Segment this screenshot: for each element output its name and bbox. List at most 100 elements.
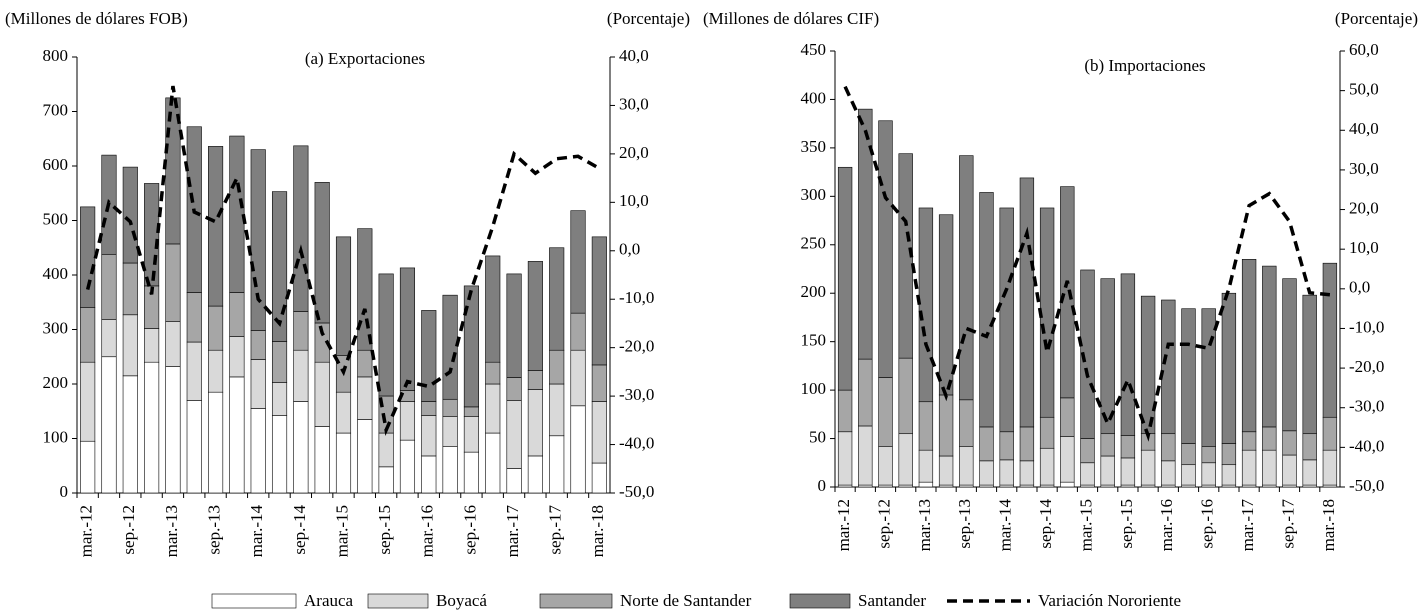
bar <box>80 307 96 363</box>
bar <box>229 336 245 378</box>
bar <box>1241 449 1257 486</box>
bar <box>357 376 373 420</box>
bar <box>229 135 245 293</box>
bar <box>80 206 96 308</box>
bar <box>335 432 352 494</box>
bar <box>1322 262 1338 418</box>
y-tick-label: 350 <box>801 137 827 156</box>
bar <box>570 312 586 351</box>
bar <box>208 349 224 393</box>
bar <box>878 120 893 378</box>
legend-swatch <box>539 593 613 609</box>
bar <box>293 145 309 312</box>
bar <box>858 425 873 486</box>
bar <box>1262 449 1277 486</box>
x-tick-label: sep.-13 <box>204 505 223 555</box>
bar <box>165 243 181 322</box>
bar <box>999 459 1014 486</box>
bar <box>186 400 202 494</box>
bar <box>1241 431 1257 451</box>
bar <box>122 262 138 316</box>
bar <box>399 401 416 441</box>
legend-label: Arauca <box>304 591 354 610</box>
bar <box>1019 460 1035 486</box>
bar <box>122 314 138 377</box>
bar <box>271 191 288 342</box>
y-tick-label: 600 <box>43 155 69 174</box>
bar <box>165 366 181 494</box>
bar <box>1080 438 1095 464</box>
y2-tick-label: 0,0 <box>619 240 640 259</box>
bar <box>1100 455 1115 486</box>
x-tick-label: mar.-17 <box>1238 499 1257 552</box>
bar <box>463 406 479 418</box>
chart-title: (a) Exportaciones <box>305 49 425 68</box>
bar <box>442 398 458 418</box>
bar <box>1120 273 1136 436</box>
legend-swatch <box>211 593 297 609</box>
bar <box>421 455 437 494</box>
bar <box>1302 433 1317 461</box>
y-tick-label: 300 <box>43 318 69 337</box>
y2-tick-label: -20,0 <box>1349 357 1384 376</box>
bar <box>999 431 1014 461</box>
bar <box>144 361 160 494</box>
bar <box>959 399 974 447</box>
bar <box>959 155 974 401</box>
bar <box>463 451 479 494</box>
bar <box>570 349 586 407</box>
y-tick-label: 250 <box>801 234 827 253</box>
y2-tick-label: 20,0 <box>619 143 649 162</box>
y-tick-label: 0 <box>818 476 827 495</box>
bar <box>1201 462 1216 486</box>
y-tick-label: 150 <box>801 331 827 350</box>
x-tick-label: mar.-14 <box>247 505 266 558</box>
bar <box>918 481 934 488</box>
x-tick-label: mar.-16 <box>418 505 437 557</box>
bar <box>506 273 522 378</box>
bar <box>527 261 543 371</box>
y2-tick-label: 10,0 <box>1349 238 1379 257</box>
bar <box>858 108 873 360</box>
bar <box>144 328 160 363</box>
bar <box>101 319 117 358</box>
legend-label: Boyacá <box>436 591 487 610</box>
bar <box>527 389 543 457</box>
y2-tick-label: 0,0 <box>1349 278 1370 297</box>
bar <box>186 341 202 401</box>
bar <box>1322 449 1338 486</box>
bar <box>918 207 934 403</box>
bar <box>591 462 607 494</box>
bar <box>1201 446 1216 464</box>
bar <box>463 285 479 408</box>
bar <box>1282 278 1297 432</box>
bar <box>1181 464 1196 486</box>
bar <box>1060 481 1075 488</box>
bar <box>378 466 394 494</box>
y-tick-label: 400 <box>801 88 827 107</box>
x-tick-label: sep.-17 <box>1278 499 1297 549</box>
bar <box>506 377 522 401</box>
legend-label: Variación Nororiente <box>1038 591 1181 610</box>
x-tick-label: sep.-12 <box>874 499 893 549</box>
bar <box>1161 433 1176 462</box>
bar <box>122 375 138 494</box>
x-tick-label: mar.-15 <box>1076 499 1095 551</box>
bar <box>378 432 394 468</box>
bar <box>421 415 437 457</box>
legend-swatch <box>789 593 851 609</box>
bar <box>1039 416 1055 449</box>
bar <box>101 356 117 494</box>
x-tick-label: mar.-17 <box>503 505 522 558</box>
bar <box>271 382 288 416</box>
bar <box>335 391 352 434</box>
bar <box>591 364 607 402</box>
y2-tick-label: 20,0 <box>1349 198 1379 217</box>
y2-tick-label: -40,0 <box>1349 436 1384 455</box>
line <box>843 85 1331 442</box>
y-tick-label: 700 <box>43 100 69 119</box>
y2-tick-label: 60,0 <box>1349 40 1379 59</box>
bar <box>293 401 309 494</box>
bar <box>506 400 522 469</box>
y2-tick-label: -30,0 <box>1349 397 1384 416</box>
